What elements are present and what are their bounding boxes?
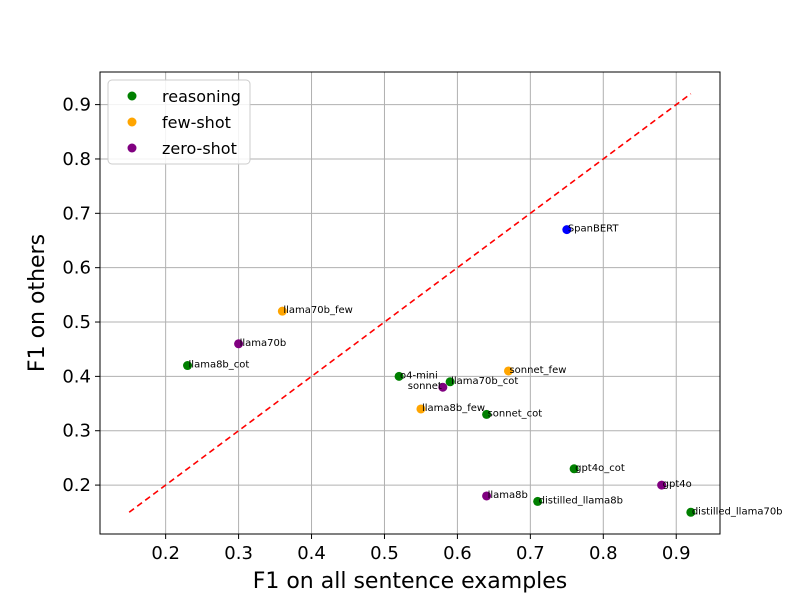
data-point	[569, 464, 579, 474]
point-label: o4-mini	[400, 370, 438, 381]
point-label: llama70b_few	[283, 305, 352, 316]
data-point	[394, 371, 404, 381]
point-label: distilled_llama8b	[539, 495, 623, 506]
point-label: sonnet	[408, 381, 442, 392]
legend-label: few-shot	[162, 113, 231, 132]
y-tick-label: 0.2	[62, 475, 91, 496]
legend-box	[107, 79, 251, 165]
legend-marker	[127, 91, 137, 101]
grid-layer	[100, 72, 720, 534]
point-label: sonnet_few	[509, 365, 566, 376]
y-tick-label: 0.5	[62, 312, 91, 333]
x-tick-label: 0.8	[589, 543, 618, 564]
point-label: llama70b_cot	[451, 376, 518, 387]
point-label: llama70b	[240, 338, 287, 349]
legend-label: zero-shot	[162, 139, 237, 158]
point-layer: SpanBERT llama70b_few llama70b llama8b_coto…	[183, 224, 783, 517]
y-tick-label: 0.8	[62, 149, 91, 170]
x-axis-label: F1 on all sentence examples	[253, 569, 568, 594]
data-point	[277, 306, 287, 316]
legend-marker	[127, 143, 137, 153]
x-tick-label: 0.6	[443, 543, 472, 564]
point-label: llama8b_cot	[189, 360, 250, 371]
x-tick-label: 0.9	[662, 543, 691, 564]
point-label: sonnet_cot	[488, 408, 543, 419]
data-point	[686, 507, 696, 517]
x-tick-label: 0.4	[297, 543, 326, 564]
point-label: distilled_llama70b	[692, 506, 783, 517]
plot-frame	[99, 71, 721, 535]
data-point	[533, 496, 543, 506]
x-tick-label: 0.7	[516, 543, 545, 564]
y-tick-label: 0.7	[62, 203, 91, 224]
diagonal-reference-line	[128, 93, 692, 513]
data-point	[562, 225, 572, 235]
x-tick-label: 0.5	[370, 543, 399, 564]
y-tick-label: 0.3	[62, 421, 91, 442]
data-point	[482, 409, 492, 419]
y-tick-label: 0.4	[62, 366, 91, 387]
point-label: gpt4o_cot	[575, 463, 625, 474]
legend-label: reasoning	[162, 87, 241, 106]
reference-line-layer	[128, 93, 692, 513]
data-point	[183, 361, 193, 371]
data-point	[438, 382, 448, 392]
y-axis-label: F1 on others	[25, 234, 50, 372]
tick-layer: 0.2 0.3 0.4 0.5 0.6 0.7 0.8 0.9 0.2 0.3 0.4 0.5 0.6 0…	[62, 95, 690, 564]
x-tick-label: 0.2	[151, 543, 180, 564]
x-tick-label: 0.3	[224, 543, 253, 564]
data-point	[482, 491, 492, 501]
data-point	[416, 404, 426, 414]
data-point	[503, 366, 513, 376]
point-label: llama8b	[488, 490, 528, 501]
y-tick-label: 0.9	[62, 95, 91, 116]
data-point	[657, 480, 667, 490]
legend-marker	[127, 117, 137, 127]
data-point	[445, 377, 455, 387]
point-label: SpanBERT	[568, 224, 620, 235]
data-point	[234, 339, 244, 349]
legend: reasoning few-shot zero-shot	[107, 79, 251, 165]
point-label: gpt4o	[663, 479, 692, 490]
y-tick-label: 0.6	[62, 258, 91, 279]
point-label: llama8b_few	[422, 403, 485, 414]
